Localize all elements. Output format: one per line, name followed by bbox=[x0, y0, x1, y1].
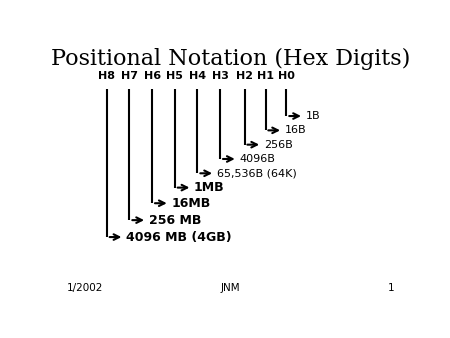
Text: 1/2002: 1/2002 bbox=[67, 283, 103, 293]
Text: 1: 1 bbox=[388, 283, 395, 293]
Text: 1MB: 1MB bbox=[194, 181, 225, 194]
Text: Positional Notation (Hex Digits): Positional Notation (Hex Digits) bbox=[51, 48, 410, 70]
Text: 16B: 16B bbox=[285, 125, 306, 135]
Text: 4096B: 4096B bbox=[239, 154, 275, 164]
Text: 65,536B (64K): 65,536B (64K) bbox=[217, 168, 297, 178]
Text: 4096 MB (4GB): 4096 MB (4GB) bbox=[126, 231, 232, 244]
Text: H0: H0 bbox=[278, 71, 295, 81]
Text: 256 MB: 256 MB bbox=[148, 214, 201, 227]
Text: 16MB: 16MB bbox=[171, 197, 211, 210]
Text: 1B: 1B bbox=[306, 111, 320, 121]
Text: H1: H1 bbox=[257, 71, 274, 81]
Text: H4: H4 bbox=[189, 71, 206, 81]
Text: H7: H7 bbox=[121, 71, 138, 81]
Text: JNM: JNM bbox=[221, 283, 240, 293]
Text: H2: H2 bbox=[236, 71, 253, 81]
Text: 256B: 256B bbox=[264, 140, 292, 150]
Text: H6: H6 bbox=[144, 71, 161, 81]
Text: H8: H8 bbox=[98, 71, 115, 81]
Text: H3: H3 bbox=[212, 71, 229, 81]
Text: H5: H5 bbox=[166, 71, 183, 81]
